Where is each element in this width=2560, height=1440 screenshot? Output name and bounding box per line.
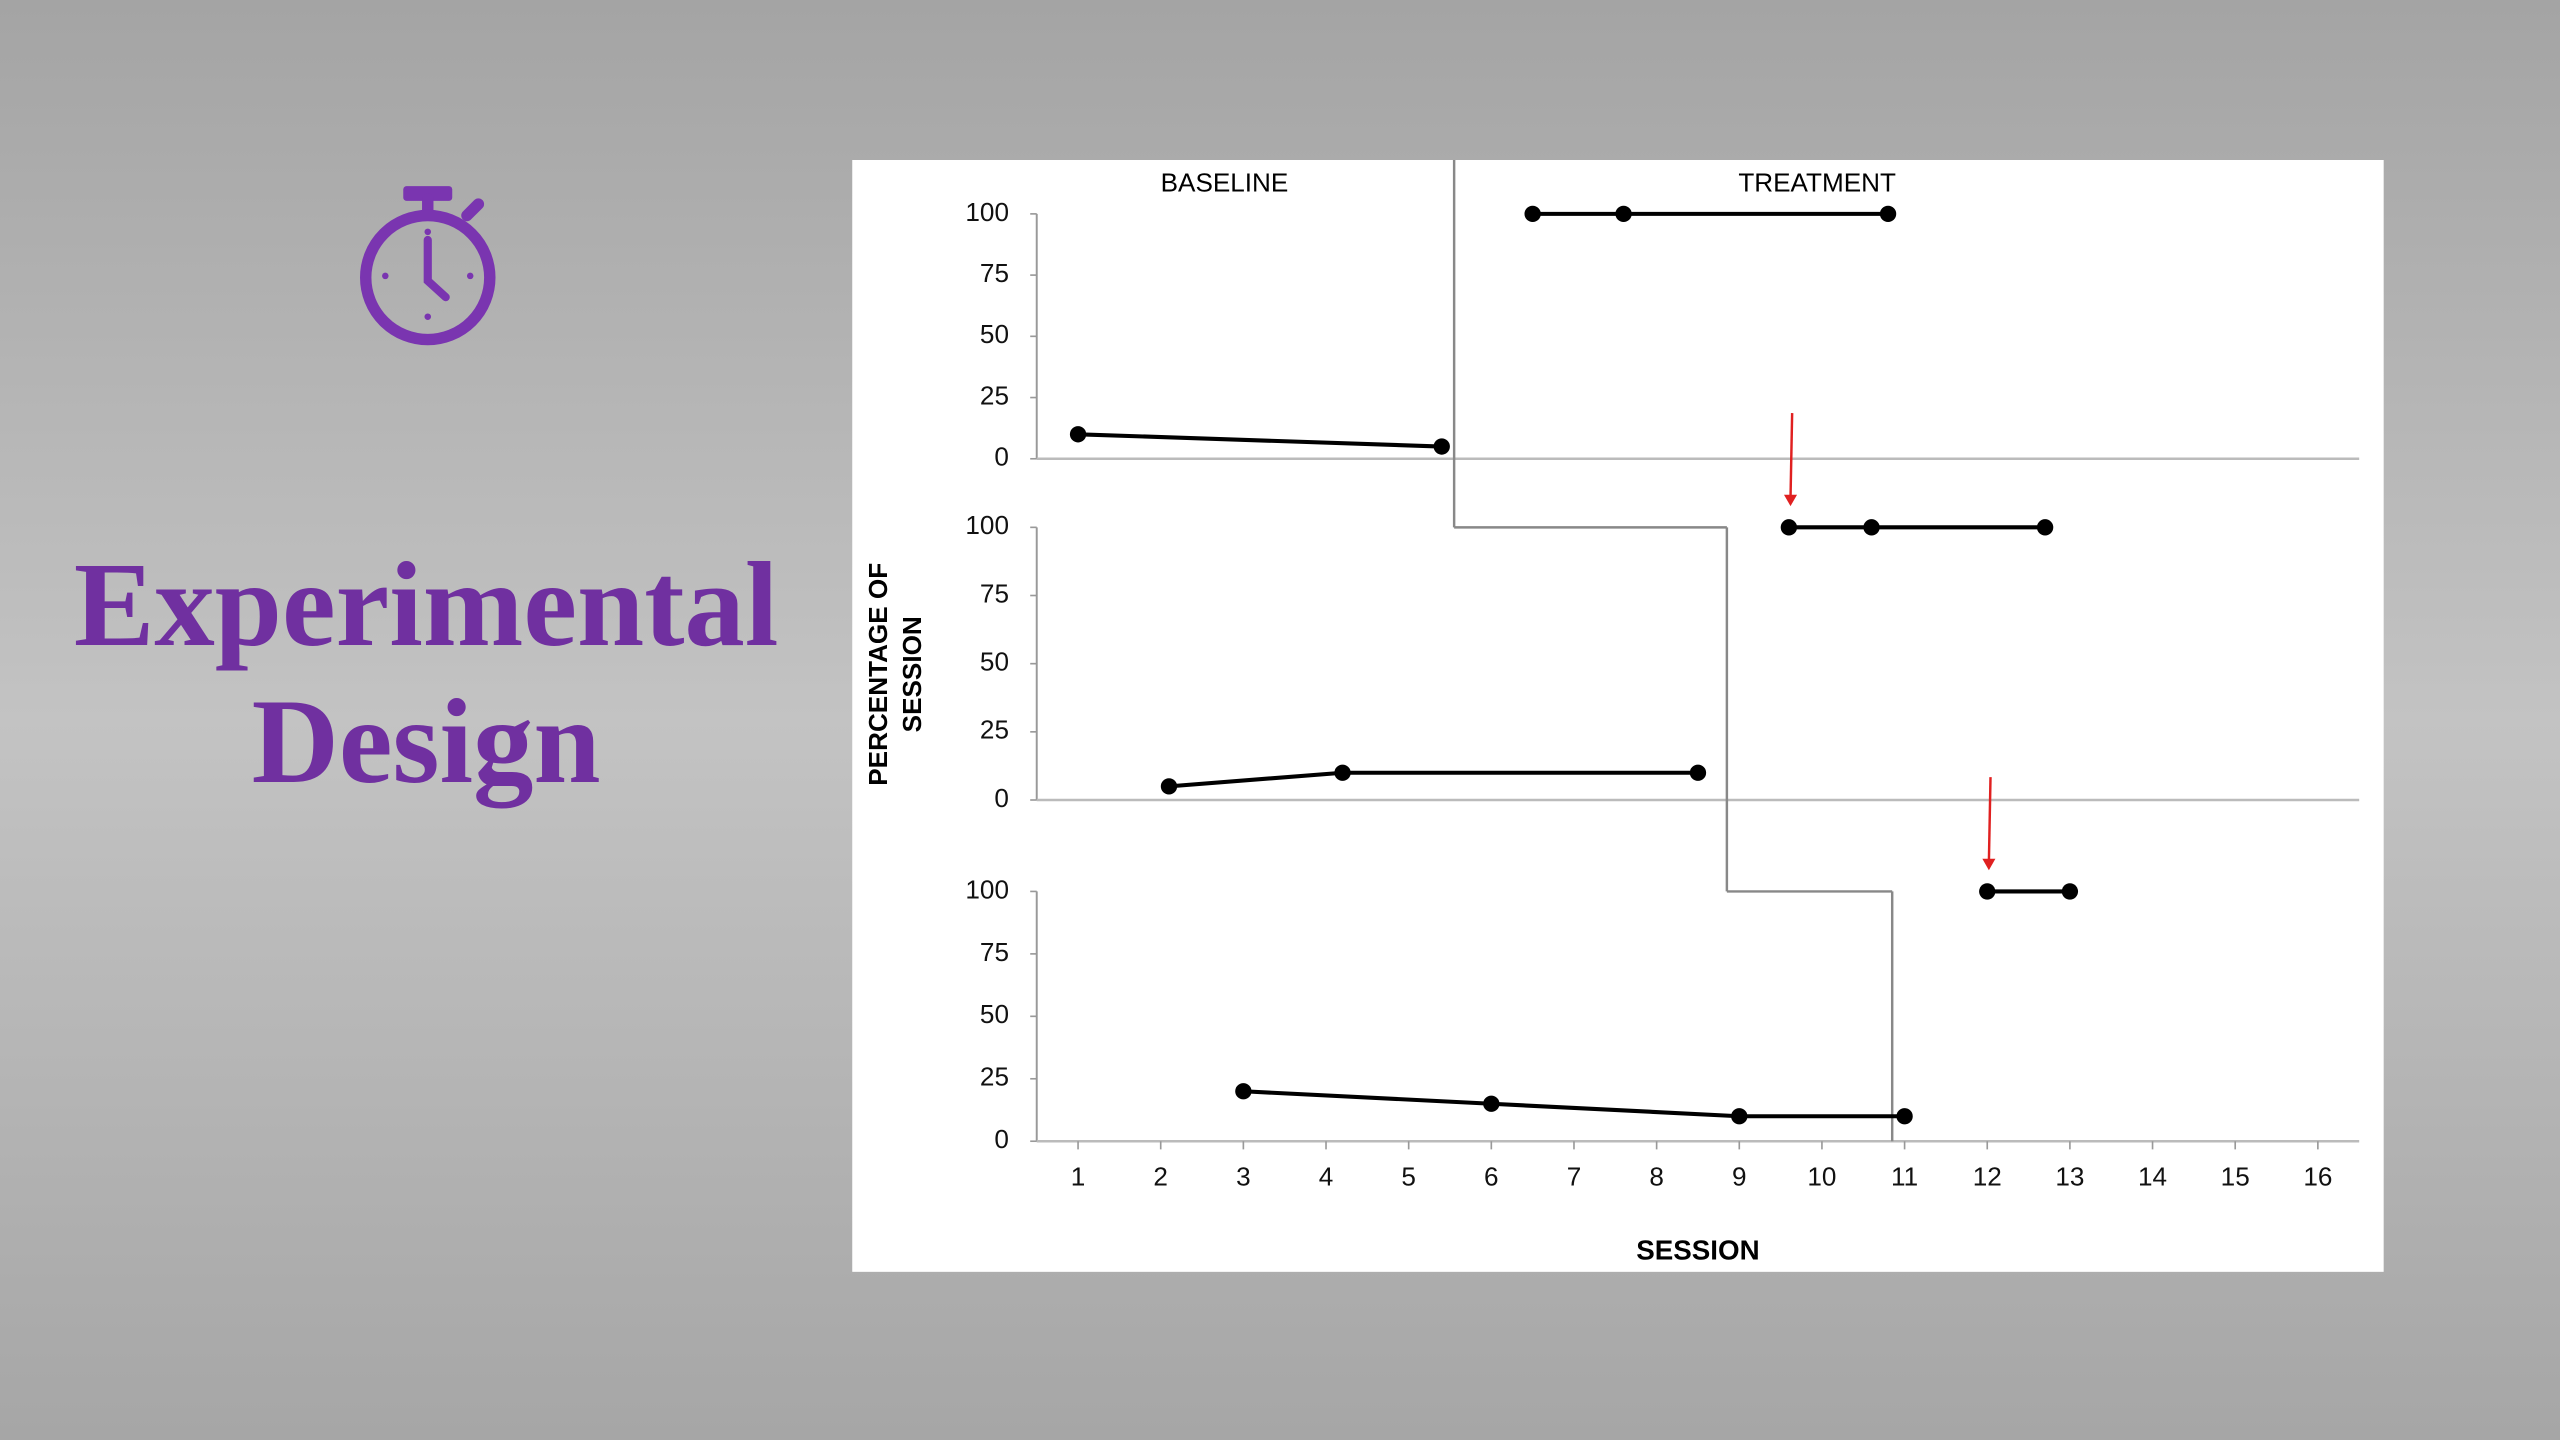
x-tick-label: 11	[1891, 1162, 1918, 1192]
y-tick-label: 25	[980, 380, 1009, 410]
y-tick-label: 50	[980, 319, 1009, 349]
data-point	[1433, 438, 1450, 455]
stopwatch-icon	[360, 186, 496, 346]
data-point	[1160, 778, 1178, 795]
data-point	[2036, 519, 2054, 536]
annotation-arrowhead	[1783, 494, 1798, 507]
x-tick-label: 12	[1973, 1162, 2002, 1192]
annotation-arrow	[1987, 777, 1992, 863]
data-point	[2061, 883, 2079, 900]
y-tick-label: 25	[980, 1062, 1009, 1092]
annotation-arrow	[1789, 413, 1794, 498]
x-tick-label: 14	[2138, 1162, 2167, 1192]
y-tick-label: 0	[994, 1124, 1009, 1154]
phase-label: TREATMENT	[1738, 167, 1896, 197]
slide-title: Experimental	[74, 538, 779, 672]
chart-area	[852, 160, 2384, 1272]
x-tick-label: 4	[1319, 1162, 1334, 1192]
y-tick-label: 0	[994, 783, 1009, 813]
data-line	[1243, 1089, 1905, 1119]
x-tick-label: 16	[2303, 1162, 2332, 1192]
x-tick-label: 1	[1071, 1162, 1086, 1192]
x-axis-label: SESSION	[1636, 1235, 1759, 1266]
data-point	[1069, 426, 1087, 443]
data-point	[1524, 205, 1541, 223]
y-tick-label: 75	[980, 258, 1009, 288]
y-tick-label: 75	[980, 937, 1009, 967]
x-tick-label: 10	[1807, 1162, 1836, 1192]
phase-label: BASELINE	[1161, 167, 1289, 197]
data-point	[1979, 883, 1996, 900]
x-tick-label: 2	[1153, 1162, 1168, 1192]
x-tick-label: 6	[1484, 1162, 1499, 1192]
x-tick-label: 5	[1401, 1162, 1416, 1192]
annotation-arrowhead	[1982, 858, 1996, 871]
y-tick-label: 0	[994, 442, 1009, 472]
y-tick-label: 100	[965, 874, 1009, 904]
data-line	[1077, 432, 1442, 449]
y-tick-label: 50	[980, 647, 1009, 677]
x-tick-label: 3	[1236, 1162, 1251, 1192]
y-tick-label: 100	[965, 510, 1009, 540]
y-tick-label: 75	[980, 578, 1009, 608]
data-point	[1483, 1095, 1500, 1112]
data-point	[1731, 1108, 1748, 1125]
y-axis-label: PERCENTAGE OF	[863, 563, 893, 786]
x-tick-label: 9	[1732, 1162, 1747, 1192]
y-tick-label: 100	[965, 197, 1009, 227]
data-point	[1689, 764, 1707, 781]
x-tick-label: 8	[1649, 1162, 1664, 1192]
data-point	[1235, 1083, 1252, 1100]
x-tick-label: 13	[2055, 1162, 2084, 1192]
data-point	[1879, 205, 1897, 223]
x-tick-label: 7	[1567, 1162, 1582, 1192]
y-tick-label: 25	[980, 715, 1009, 745]
data-point	[1615, 205, 1632, 223]
x-tick-label: 15	[2221, 1162, 2250, 1192]
data-point	[1863, 519, 1880, 536]
y-axis-label: SESSION	[897, 616, 927, 732]
slide-title: Design	[252, 675, 601, 809]
data-point	[1896, 1108, 1913, 1125]
y-tick-label: 50	[980, 999, 1009, 1029]
data-point	[1334, 764, 1351, 781]
data-point	[1780, 519, 1798, 536]
